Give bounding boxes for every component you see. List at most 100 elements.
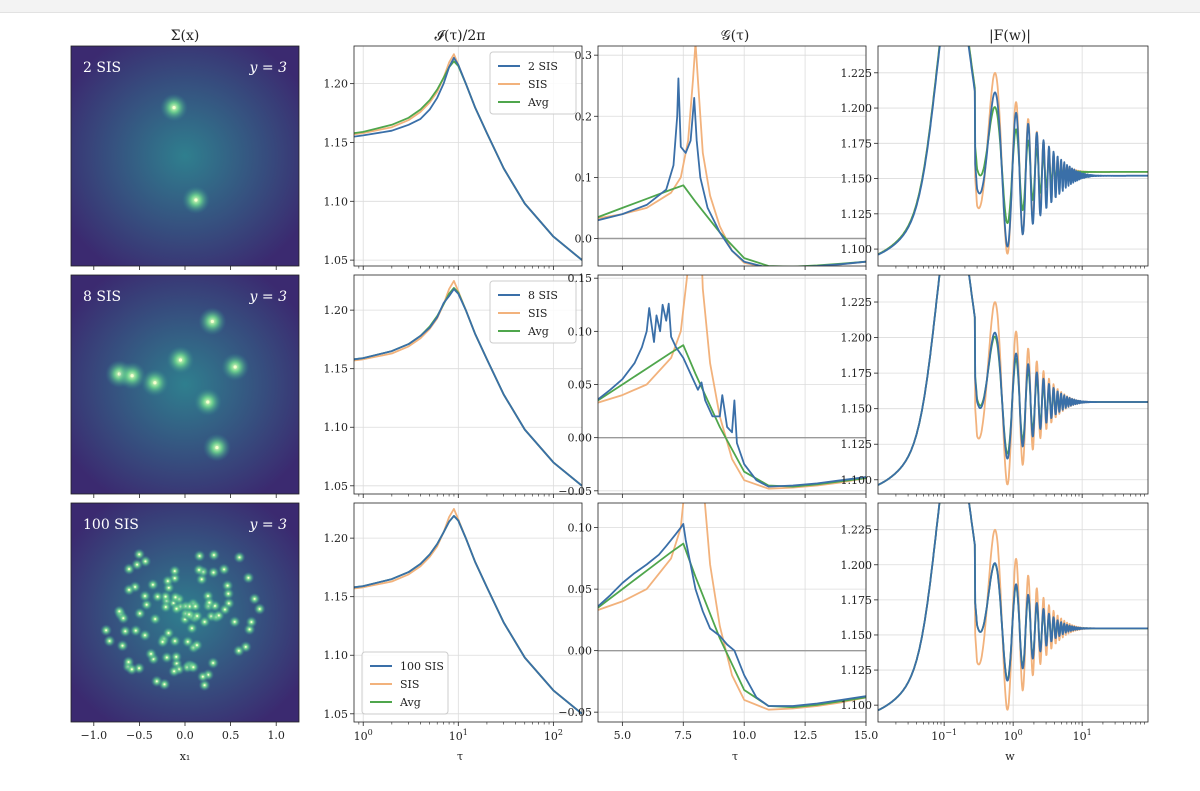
x-tick-label: −1.0 [80, 729, 107, 742]
x-tick-label: 0.5 [222, 729, 240, 742]
y-tick-label: 1.125 [841, 438, 873, 451]
lens-point-core [258, 608, 261, 610]
axes-frame [353, 502, 583, 723]
lens-point-core [163, 683, 166, 686]
lens-point-core [105, 629, 108, 632]
lens-point-core [200, 578, 203, 581]
panel-r2-c2: 5.0 7.5 10.0 12.5 15.0 −0.05 0.00 0.05 0.10 [558, 502, 878, 742]
lens-point-core [172, 106, 176, 110]
y-tick-label: 1.150 [841, 403, 873, 416]
lens-point-core [203, 684, 206, 687]
series-group [598, 503, 866, 711]
y-tick-label: 1.125 [841, 208, 873, 221]
y-tick-label: 1.05 [324, 480, 349, 493]
lens-point-core [226, 584, 229, 587]
panel-r1-c3: 1.100 1.125 1.150 1.175 1.200 1.225 [841, 274, 1149, 498]
y-tick-label: 0.00 [568, 645, 593, 658]
x-tick-label: 102 [544, 728, 563, 743]
x-tick-label: 100 [354, 728, 373, 743]
lens-point-core [164, 606, 167, 608]
density-map [71, 46, 299, 266]
panel-r1-c0: 8 SIS y = 3 [70, 274, 300, 498]
lens-point-core [223, 568, 225, 571]
legend-label: SIS [528, 307, 547, 320]
map-y-label: y = 3 [249, 517, 288, 533]
axes-frame [353, 274, 583, 495]
plot-area [598, 503, 866, 722]
legend-label: Avg [527, 96, 549, 109]
series-group [354, 280, 582, 487]
y-tick-label: 1.175 [841, 367, 873, 380]
y-tick-label: −0.05 [558, 485, 592, 498]
y-tick-label: 0.0 [575, 233, 593, 246]
lens-point-core [144, 595, 146, 597]
lens-point-core [212, 571, 215, 574]
lens-point-core [198, 555, 201, 557]
lens-point-core [201, 675, 204, 678]
column-title-integral: 𝓘(τ)/2π [435, 28, 486, 44]
lens-point-core [198, 568, 200, 571]
lens-point-core [253, 598, 256, 600]
lens-point-core [227, 602, 230, 605]
panel-r1-c2: −0.05 0.00 0.05 0.10 0.15 [558, 272, 867, 498]
y-tick-label: 0.10 [568, 522, 593, 535]
y-tick-label: 1.10 [324, 421, 349, 434]
lens-point-core [153, 381, 157, 385]
lens-point-core [144, 560, 147, 563]
series-group [598, 275, 866, 490]
lens-point-core [145, 603, 148, 606]
y-tick-label: 0.15 [568, 272, 593, 285]
series-line-2 [354, 56, 582, 261]
y-tick-label: 1.100 [841, 474, 873, 487]
lens-point-core [224, 608, 226, 611]
legend-label: SIS [528, 78, 547, 91]
lens-point-core [215, 445, 219, 450]
xlabel-w: w [1005, 750, 1015, 763]
legend: 2 SIS SIS Avg [489, 51, 577, 115]
lens-point-core [138, 612, 141, 615]
lens-point-core [164, 595, 167, 598]
series-line-2 [878, 503, 1148, 712]
series-line-0 [598, 275, 866, 490]
y-tick-label: 1.10 [324, 195, 349, 208]
series-line-2 [598, 77, 866, 266]
lens-point-core [227, 592, 230, 595]
map-label: 2 SIS [83, 60, 121, 76]
lens-point-core [244, 645, 247, 648]
y-tick-label: 0.00 [568, 432, 593, 445]
legend-label: Avg [527, 325, 549, 338]
legend-label: 2 SIS [528, 60, 558, 73]
window-top-bar [0, 0, 1200, 13]
panel-r0-c1: 1.05 1.10 1.15 1.20 2 SIS SIS Avg [324, 45, 583, 270]
lens-point-core [128, 568, 130, 570]
lens-point-core [217, 614, 220, 617]
xlabel-tau-g: τ [732, 750, 738, 763]
legend: 100 SIS SIS Avg [361, 651, 449, 715]
series-line-2 [598, 302, 866, 488]
y-tick-label: 1.20 [324, 304, 349, 317]
lens-point-core [122, 617, 125, 620]
map-label: 100 SIS [83, 517, 139, 533]
x-tick-label: 101 [1073, 728, 1092, 743]
x-tick-label: 5.0 [614, 729, 632, 742]
y-tick-label: 0.05 [568, 379, 593, 392]
y-tick-label: 0.10 [568, 325, 593, 338]
x-tick-label: 101 [449, 728, 468, 743]
lens-point-core [144, 634, 146, 637]
panel-r1-c1: 1.05 1.10 1.15 1.20 8 SIS SIS Avg [324, 274, 583, 498]
axes-frame [597, 45, 867, 267]
lens-point-core [174, 640, 176, 642]
axes-frame [877, 45, 1149, 267]
series-group [354, 53, 582, 261]
y-tick-label: 0.2 [575, 110, 593, 123]
lens-point-core [237, 649, 240, 652]
y-tick-label: 0.05 [568, 583, 593, 596]
lens-point-core [186, 640, 189, 643]
series-line-0 [598, 46, 866, 266]
density-map [71, 275, 299, 494]
x-tick-label: 100 [1004, 728, 1023, 743]
y-tick-label: 1.125 [841, 664, 873, 677]
map-y-label: y = 3 [249, 289, 288, 305]
y-tick-label: 1.05 [324, 254, 349, 267]
